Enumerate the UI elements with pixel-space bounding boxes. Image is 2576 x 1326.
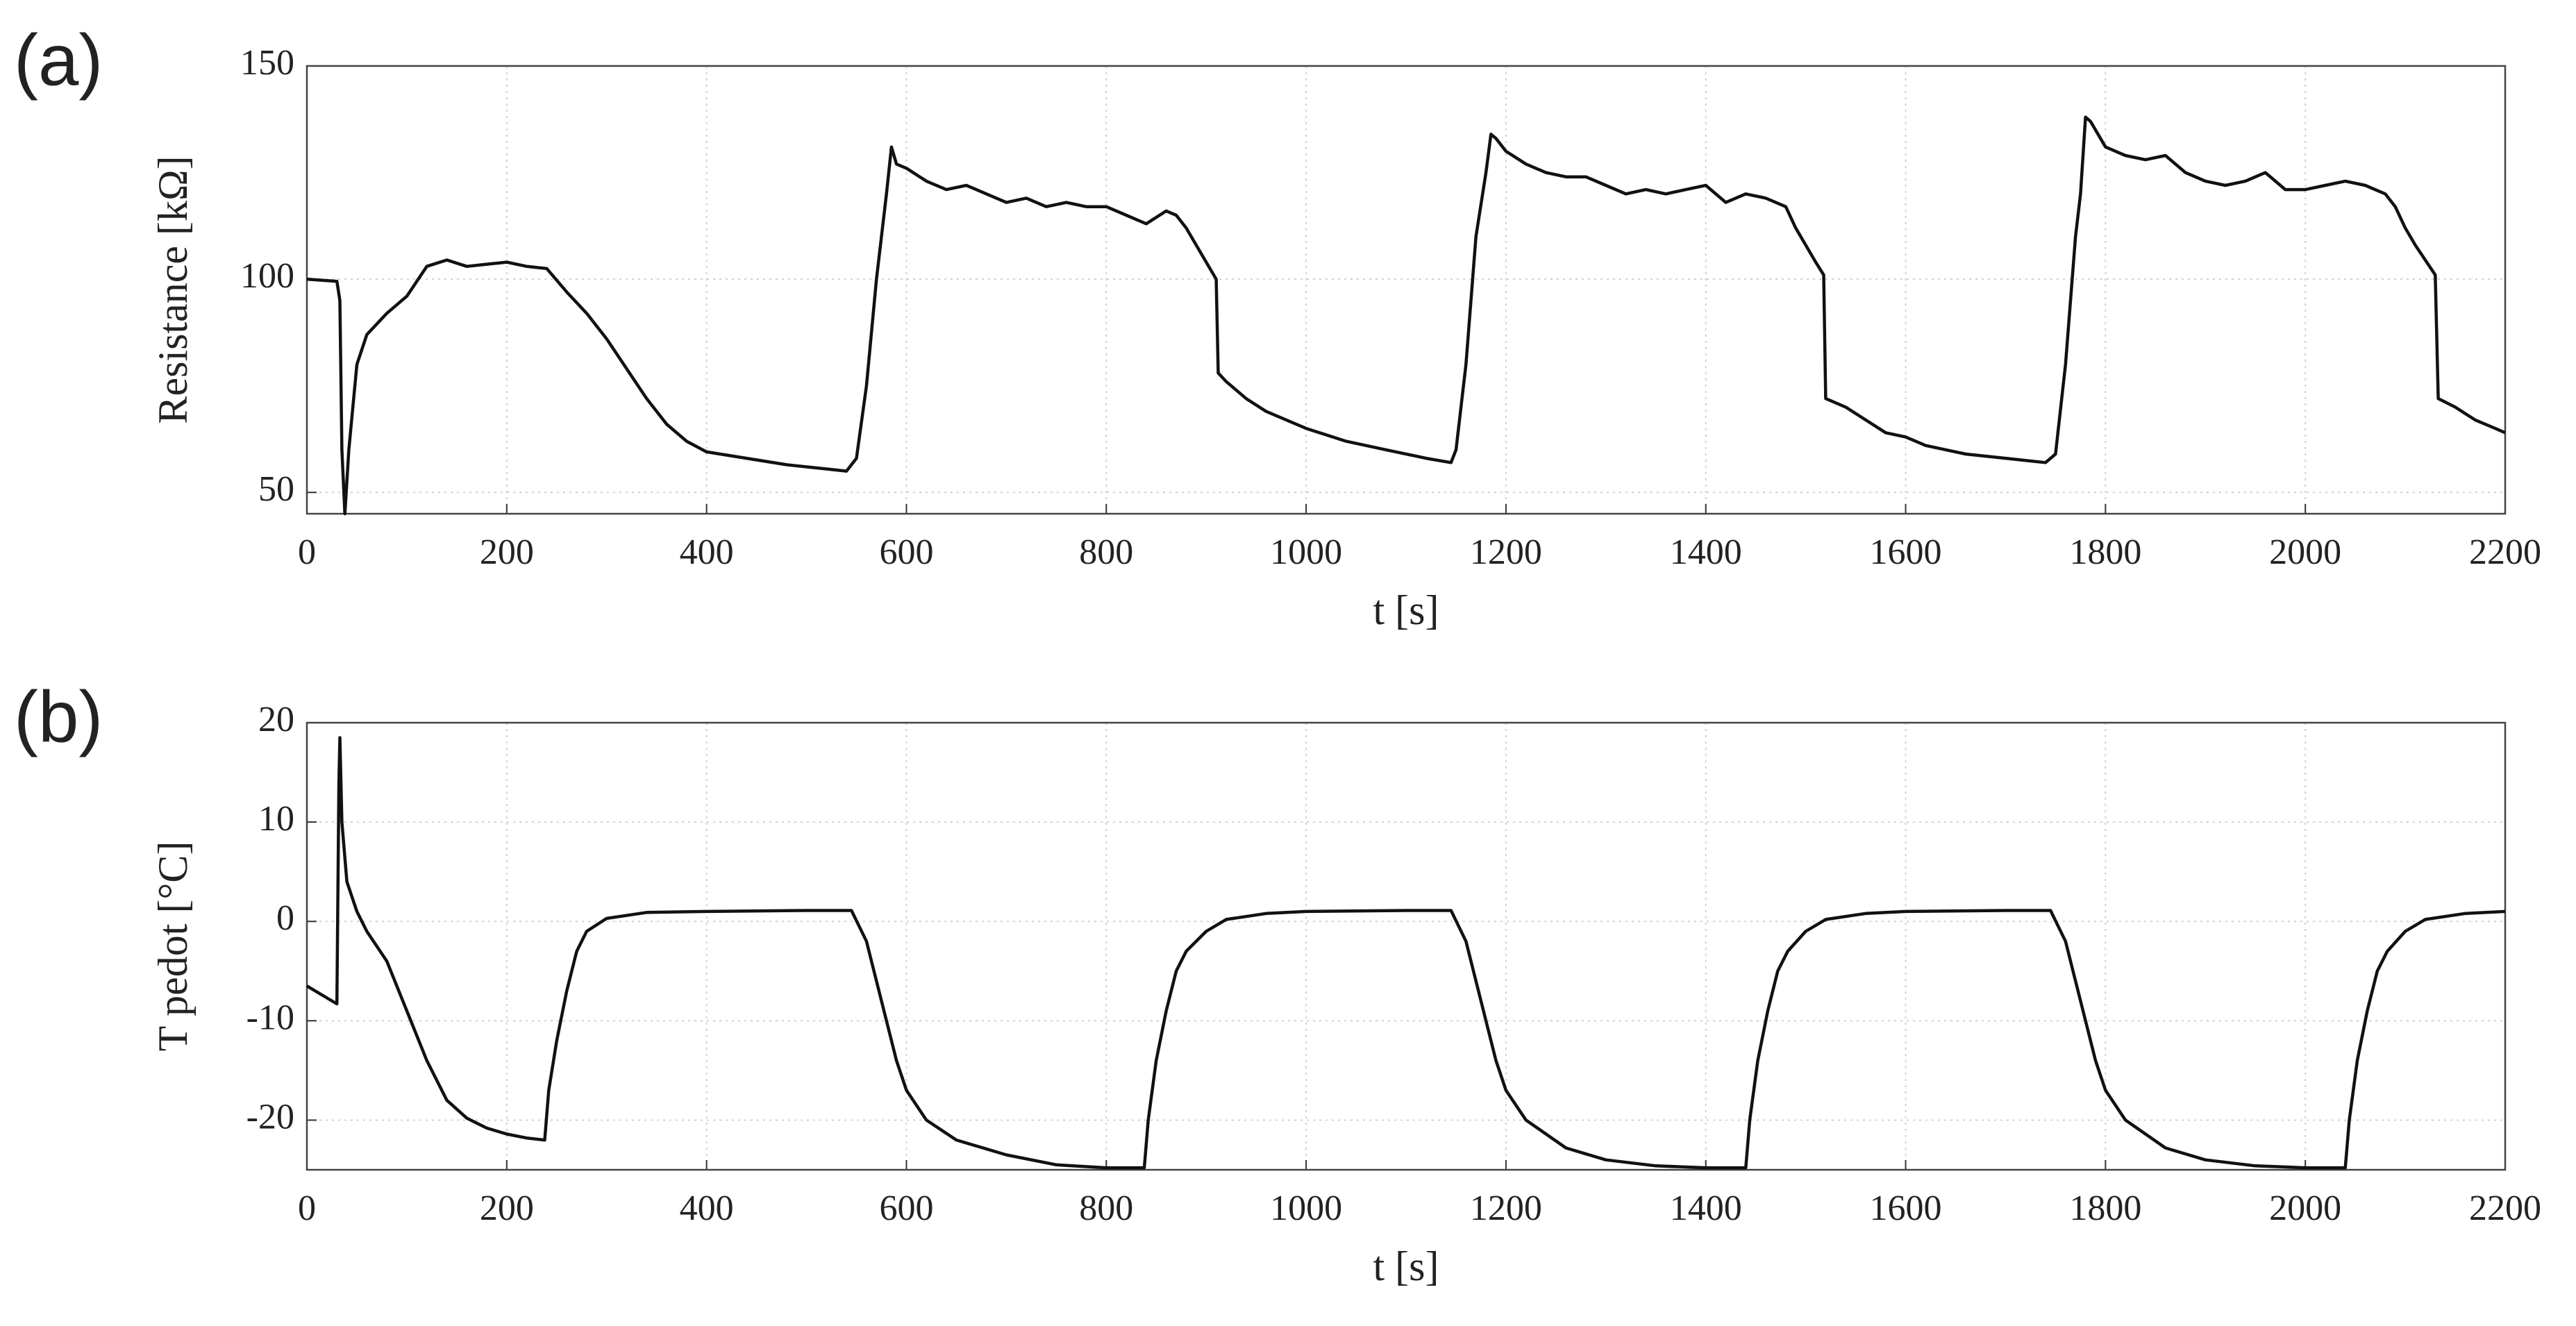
x-tick-label: 200 xyxy=(480,1189,534,1228)
y-tick-label: 50 xyxy=(258,469,294,509)
x-tick-label: 1600 xyxy=(1870,1189,1942,1228)
x-tick-label: 400 xyxy=(680,1189,734,1228)
x-tick-label: 800 xyxy=(1079,1189,1133,1228)
x-tick-label: 1200 xyxy=(1470,1189,1542,1228)
x-tick-label: 2200 xyxy=(2469,532,2541,572)
x-tick-label: 600 xyxy=(879,532,933,572)
x-tick-label: 1400 xyxy=(1670,532,1742,572)
y-axis-title: T pedot [°C] xyxy=(150,841,196,1052)
y-tick-label: -20 xyxy=(246,1097,294,1136)
x-tick-label: 2000 xyxy=(2269,532,2341,572)
x-tick-label: 2000 xyxy=(2269,1189,2341,1228)
x-tick-label: 1200 xyxy=(1470,532,1542,572)
x-tick-label: 200 xyxy=(480,532,534,572)
y-tick-label: 150 xyxy=(240,43,294,83)
x-axis-title: t [s] xyxy=(1373,1243,1439,1289)
y-tick-label: 20 xyxy=(258,700,294,739)
y-tick-label: 0 xyxy=(276,898,294,938)
y-axis-title: Resistance [kΩ] xyxy=(150,156,196,423)
y-tick-label: -10 xyxy=(246,998,294,1037)
x-tick-label: 800 xyxy=(1079,532,1133,572)
data-line xyxy=(306,736,2506,1170)
data-line xyxy=(306,115,2506,516)
plot-frame xyxy=(306,65,2507,515)
x-tick-label: 0 xyxy=(298,532,316,572)
x-axis-title: t [s] xyxy=(1373,587,1439,633)
panel-label: (b) xyxy=(14,677,103,758)
y-tick-label: 10 xyxy=(258,799,294,839)
x-tick-label: 1800 xyxy=(2069,1189,2141,1228)
plot-frame xyxy=(306,721,2507,1171)
y-tick-label: 100 xyxy=(240,256,294,296)
x-tick-label: 600 xyxy=(879,1189,933,1228)
x-tick-label: 1000 xyxy=(1270,1189,1342,1228)
x-tick-label: 1600 xyxy=(1870,532,1942,572)
x-tick-label: 0 xyxy=(298,1189,316,1228)
x-tick-label: 1800 xyxy=(2069,532,2141,572)
x-tick-label: 2200 xyxy=(2469,1189,2541,1228)
x-tick-label: 1000 xyxy=(1270,532,1342,572)
x-tick-label: 400 xyxy=(680,532,734,572)
panel-label: (a) xyxy=(14,20,103,101)
x-tick-label: 1400 xyxy=(1670,1189,1742,1228)
